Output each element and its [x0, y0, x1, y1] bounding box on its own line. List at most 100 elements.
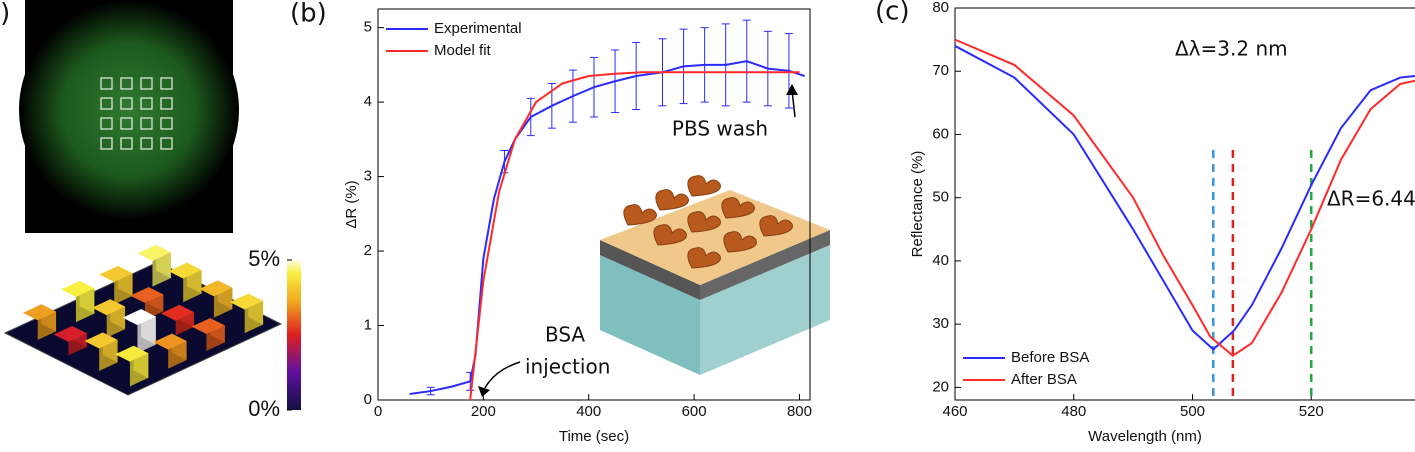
bar-top [199, 280, 233, 297]
x-tick-label: 480 [1061, 403, 1086, 420]
annotation: Δλ=3.2 nm [1175, 37, 1288, 61]
bar-top [91, 299, 126, 316]
y-tick-label: 50 [932, 189, 949, 206]
bar3d [99, 265, 133, 305]
error-bar [763, 30, 772, 107]
sensor-square [100, 77, 113, 90]
bar-top [130, 287, 164, 304]
bar-top [160, 304, 195, 321]
sensor-square [160, 137, 173, 150]
arrow-head [478, 386, 490, 397]
panel-label: (a) [0, 0, 10, 29]
y-axis-label: Reflectance (%) [909, 151, 926, 258]
bar-top [115, 345, 149, 362]
bar3d [153, 333, 187, 369]
sensor-square [120, 77, 133, 90]
sensor-illustration [600, 175, 830, 375]
plot-frame [377, 8, 811, 401]
sensor-square [160, 117, 173, 130]
annotation: injection [525, 355, 610, 379]
sensor-square [160, 97, 173, 110]
panel-label: (b) [290, 0, 327, 29]
bar3d [84, 332, 118, 371]
y-tick-label: 3 [364, 168, 372, 185]
x-tick-label: 200 [471, 403, 496, 420]
bar3d [53, 325, 87, 356]
annotation: PBS wash [672, 117, 768, 141]
error-bar [700, 27, 709, 103]
error-bar [568, 69, 577, 123]
y-tick-label: 1 [364, 316, 372, 333]
sensor-square [120, 97, 133, 110]
sensor-square [100, 137, 113, 150]
sensor-square [100, 97, 113, 110]
colorbar-label: 5% [248, 246, 280, 271]
x-tick-label: 0 [374, 403, 382, 420]
legend-label: Before BSA [1011, 349, 1089, 366]
error-bar [742, 19, 751, 103]
colorbar [287, 258, 301, 410]
annotation-arrow [484, 361, 521, 389]
bar3d [168, 262, 202, 303]
y-tick-label: 0 [364, 391, 372, 408]
x-tick-label: 800 [787, 403, 812, 420]
bar3d [122, 309, 156, 354]
sensor-grid [100, 77, 173, 150]
data-line [954, 38, 1415, 357]
legend-label: Experimental [434, 20, 522, 37]
error-bar [590, 56, 598, 118]
bar3d [199, 280, 233, 318]
bar3d [191, 318, 225, 351]
bar-top [191, 318, 225, 335]
arrow-head [786, 84, 798, 95]
bar-top [53, 325, 87, 342]
y-tick-label: 20 [932, 378, 949, 395]
bar3d [115, 345, 149, 387]
y-tick-label: 60 [932, 125, 949, 142]
error-bar [426, 386, 435, 396]
glow [19, 0, 239, 220]
sensor-square [120, 117, 133, 130]
colorbar-label: 0% [248, 396, 280, 421]
y-tick-label: 70 [932, 62, 949, 79]
sensor-square [100, 117, 113, 130]
legend-label: After BSA [1011, 371, 1077, 388]
y-tick-label: 4 [364, 93, 372, 110]
legend-label: Model fit [434, 42, 492, 59]
x-tick-label: 520 [1299, 403, 1324, 420]
sensor-square [120, 137, 133, 150]
annotation: BSA [545, 323, 585, 347]
x-tick-label: 400 [576, 403, 601, 420]
data-line [954, 45, 1415, 351]
panel-label: (c) [875, 0, 910, 27]
error-bar [721, 23, 730, 107]
bar-top [122, 309, 156, 326]
x-tick-label: 500 [1180, 403, 1205, 420]
bar3d [229, 293, 264, 334]
x-tick-label: 460 [942, 403, 967, 420]
bar-top [153, 333, 187, 350]
bar-top [168, 262, 202, 279]
x-tick-label: 600 [682, 403, 707, 420]
error-bar [784, 33, 793, 109]
annotation: ΔR=6.44 [1327, 187, 1415, 211]
sensor-square [140, 117, 153, 130]
sensor-square [160, 77, 173, 90]
y-axis-label: ΔR (%) [343, 180, 360, 228]
x-axis-label: Wavelength (nm) [1088, 428, 1202, 445]
data-line [469, 71, 800, 401]
bar-top [84, 332, 118, 349]
y-tick-label: 2 [364, 242, 372, 259]
sensor-square [140, 77, 153, 90]
x-axis-label: Time (sec) [559, 428, 629, 445]
bar-top [137, 244, 171, 261]
error-bar [611, 49, 620, 114]
error-bar [632, 42, 641, 111]
sensor-square [140, 137, 153, 150]
sensor-square [140, 97, 153, 110]
bar3d [22, 304, 57, 340]
error-bar [526, 97, 535, 137]
bar-top [229, 293, 264, 310]
bar-top [22, 304, 57, 321]
